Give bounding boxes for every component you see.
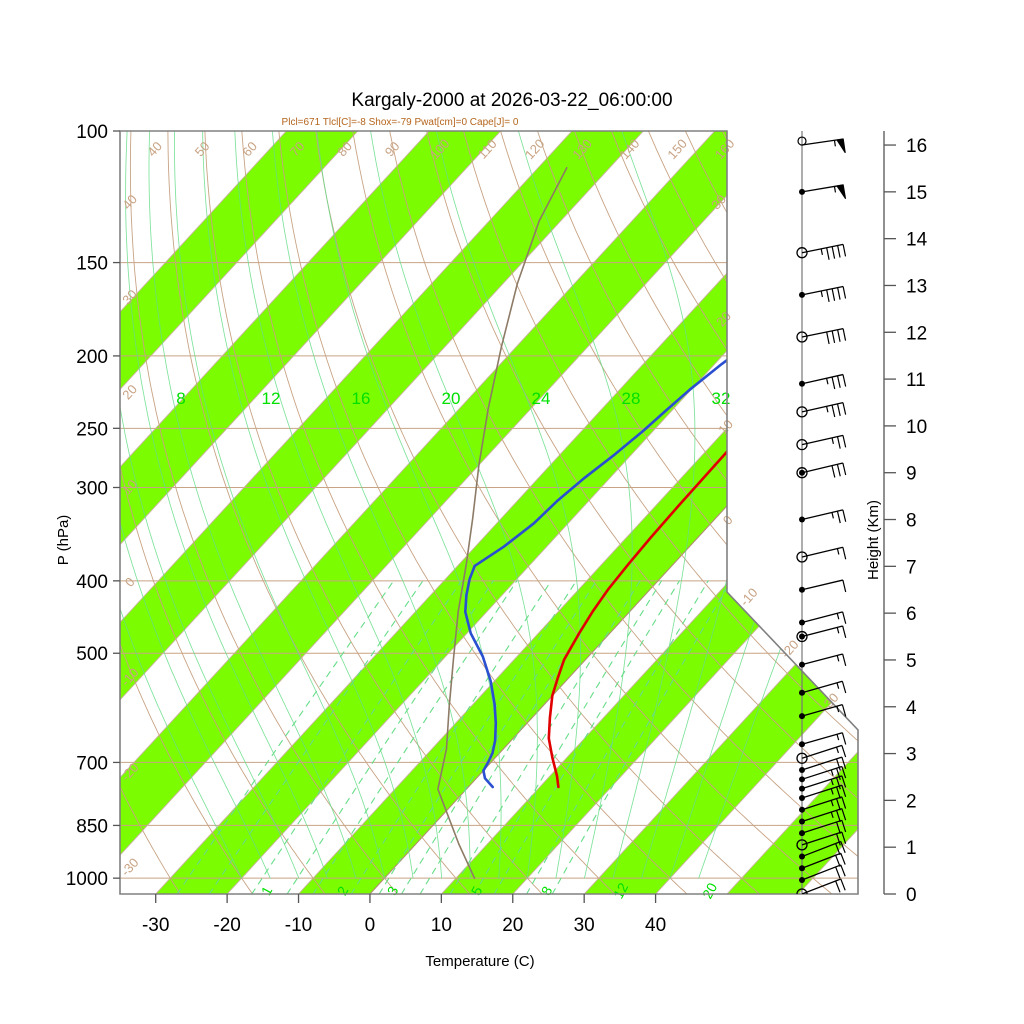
temperature-tick--30: -30 <box>142 915 169 936</box>
height-tick-12: 12 <box>906 323 927 344</box>
wind-barb-panel <box>796 131 847 894</box>
height-tick-3: 3 <box>906 745 917 766</box>
wind-barb <box>799 184 847 199</box>
temperature-tick-10: 10 <box>431 915 452 936</box>
chart-title: Kargaly-2000 at 2026-03-22_06:00:00 <box>351 90 672 111</box>
pressure-tick-100: 100 <box>76 122 108 143</box>
pressure-tick-500: 500 <box>76 644 108 665</box>
moist-adiabat-lines <box>120 131 858 879</box>
wind-barb <box>799 373 847 390</box>
pressure-tick-150: 150 <box>76 254 108 275</box>
height-tick-10: 10 <box>906 417 927 438</box>
wind-barb <box>799 840 846 860</box>
mixing-ratio-label-20: 20 <box>699 880 721 901</box>
plot-frame <box>119 130 859 895</box>
wind-barb <box>799 796 847 813</box>
height-tick-16: 16 <box>906 136 927 157</box>
pressure-tick-700: 700 <box>76 753 108 774</box>
wind-barb <box>799 653 847 668</box>
wind-barb <box>796 831 847 851</box>
temperature-tick-0: 0 <box>365 915 376 936</box>
wind-barb <box>796 462 847 479</box>
moist-adiabat-label-8: 8 <box>176 389 185 408</box>
height-tick-9: 9 <box>906 464 917 485</box>
temperature-tick-30: 30 <box>574 915 595 936</box>
wind-barb <box>799 756 847 773</box>
wind-barb <box>796 434 847 451</box>
wind-barb <box>799 807 847 825</box>
wind-barb <box>799 732 847 748</box>
wind-barb <box>796 328 847 345</box>
temperature-axis-title: Temperature (C) <box>425 953 534 970</box>
wind-barb <box>799 852 846 872</box>
moist-adiabat-label-24: 24 <box>532 389 551 408</box>
height-tick-6: 6 <box>906 604 917 625</box>
pressure-tick-1000: 1000 <box>66 869 108 890</box>
wind-barb <box>799 611 847 626</box>
height-tick-7: 7 <box>906 557 917 578</box>
height-tick-4: 4 <box>906 698 917 719</box>
wind-barb <box>796 402 847 418</box>
pressure-axis-title: P (hPa) <box>55 515 72 566</box>
temperature-tick-20: 20 <box>502 915 523 936</box>
height-tick-11: 11 <box>906 370 926 391</box>
wind-barb <box>799 765 847 783</box>
wind-barb <box>796 243 847 260</box>
height-tick-0: 0 <box>906 885 917 906</box>
temperature-tick--10: -10 <box>285 915 312 936</box>
wind-barb <box>799 285 847 302</box>
height-tick-14: 14 <box>906 230 928 251</box>
pressure-tick-850: 850 <box>76 816 108 837</box>
height-tick-1: 1 <box>906 838 917 859</box>
wind-barb <box>796 546 847 563</box>
mixing-ratio-lines <box>176 580 732 894</box>
wind-barb <box>796 878 846 894</box>
pressure-tick-200: 200 <box>76 347 108 368</box>
wind-barb <box>799 819 847 837</box>
wind-barb <box>799 579 847 593</box>
temperature-tick-40: 40 <box>645 915 666 936</box>
wind-barb <box>799 784 847 802</box>
moist-adiabat-label-20: 20 <box>442 389 461 408</box>
wind-barb <box>797 136 846 154</box>
wind-barb <box>796 744 847 764</box>
moist-adiabat-label-28: 28 <box>622 389 641 408</box>
height-tick-15: 15 <box>906 183 927 204</box>
height-tick-13: 13 <box>906 276 927 297</box>
height-tick-8: 8 <box>906 511 917 532</box>
moist-adiabat-label-16: 16 <box>352 389 371 408</box>
wind-barb <box>799 704 847 720</box>
pressure-tick-400: 400 <box>76 572 108 593</box>
height-tick-2: 2 <box>906 791 917 812</box>
wind-barb <box>796 625 847 643</box>
temperature-axis: -30 -20 -10 0 10 20 30 40 <box>142 894 666 936</box>
moist-adiabat-label-32: 32 <box>712 389 731 408</box>
height-axis-title: Height (Km) <box>865 500 882 580</box>
wind-barb <box>799 680 847 696</box>
pressure-tick-250: 250 <box>76 419 108 440</box>
pressure-tick-300: 300 <box>76 478 108 499</box>
height-tick-5: 5 <box>906 651 917 672</box>
wind-barb <box>799 509 847 524</box>
chart-subtitle: Plcl=671 Tlcl[C]=-8 Shox=-79 Pwat[cm]=0 … <box>282 117 519 128</box>
pressure-axis: 100 150 200 250 300 400 500 700 850 1000 <box>66 122 120 890</box>
moist-adiabat-label-12: 12 <box>262 389 281 408</box>
wind-barb <box>799 864 846 883</box>
temperature-tick--20: -20 <box>213 915 240 936</box>
moist-adiabat-labels: 8 12 16 20 24 28 32 <box>176 389 730 408</box>
wind-barbs <box>796 136 847 894</box>
wind-barb <box>799 775 847 792</box>
mixing-ratio-label-12: 12 <box>610 880 632 901</box>
